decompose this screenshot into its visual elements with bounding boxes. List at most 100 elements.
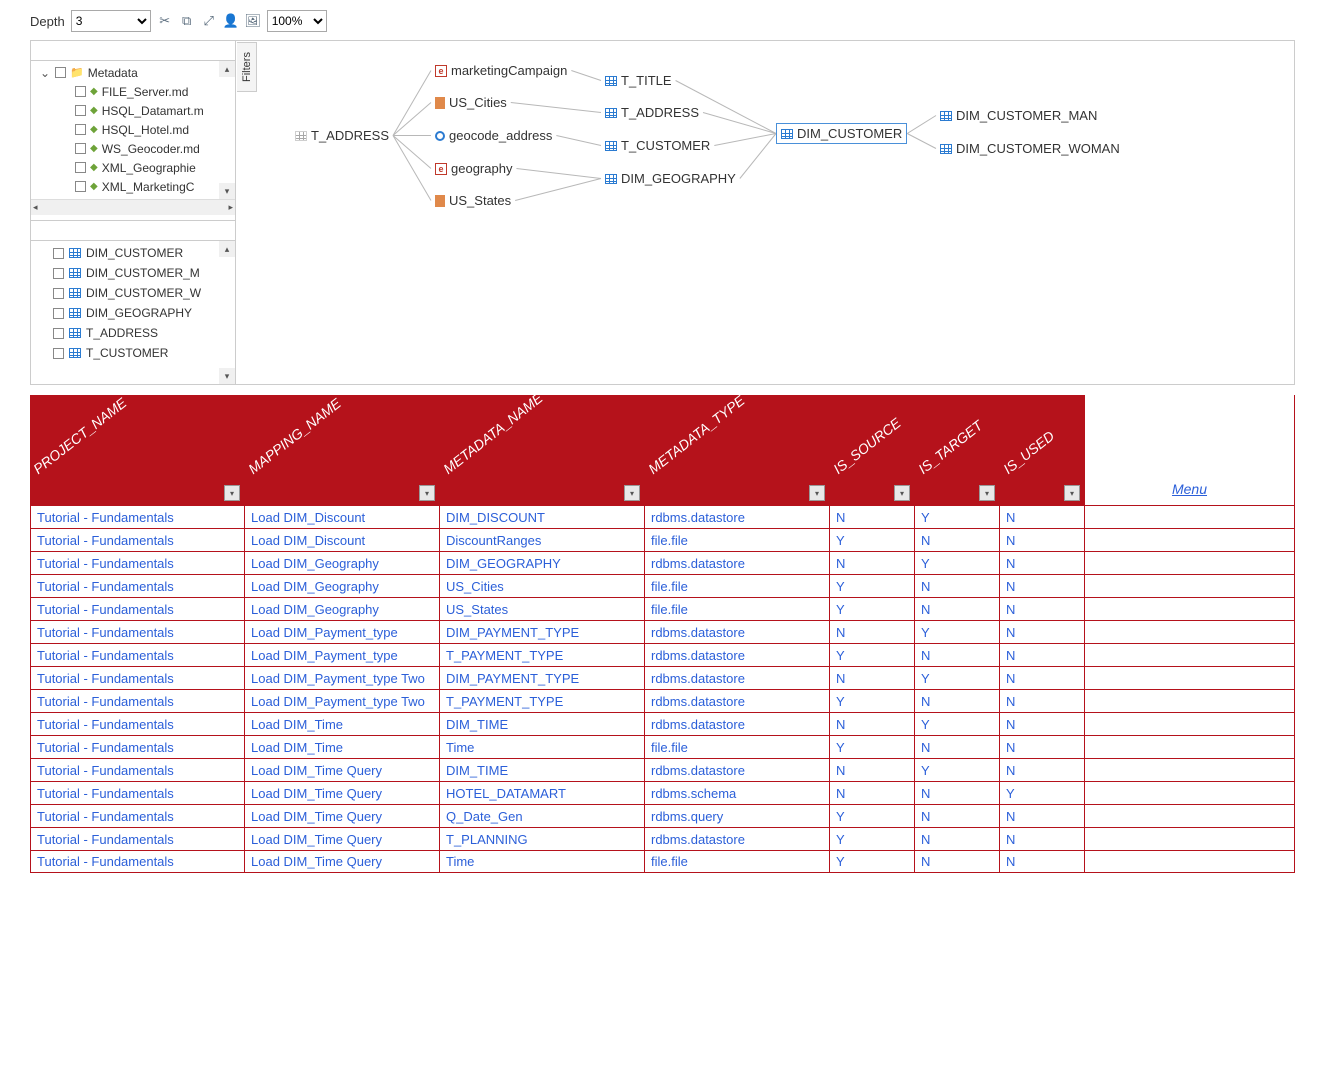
tool-icon-4[interactable]: 👤 — [223, 13, 239, 29]
tree-item[interactable]: ◆ XML_MarketingC — [35, 177, 235, 196]
table-cell: rdbms.datastore — [645, 667, 830, 689]
tree-item[interactable]: ◆ WS_Geocoder.md — [35, 139, 235, 158]
checkbox[interactable] — [75, 162, 86, 173]
table-row[interactable]: Tutorial - FundamentalsLoad DIM_Time Que… — [30, 850, 1295, 873]
checkbox[interactable] — [75, 181, 86, 192]
table-row[interactable]: Tutorial - FundamentalsLoad DIM_TimeTime… — [30, 735, 1295, 758]
depth-select[interactable]: 3 — [71, 10, 151, 32]
table-cell: N — [1000, 713, 1085, 735]
zoom-select[interactable]: 100% — [267, 10, 327, 32]
table-cell: N — [915, 598, 1000, 620]
tree-scroll-down[interactable]: ▾ — [219, 183, 235, 199]
checkbox[interactable] — [53, 288, 64, 299]
diagram-node[interactable]: T_ADDRESS — [291, 126, 393, 145]
diagram-node[interactable]: T_CUSTOMER — [601, 136, 714, 155]
column-header[interactable]: IS_USED ▾ — [1000, 395, 1085, 505]
expand-icon[interactable]: ⌄ — [39, 66, 51, 80]
table-row[interactable]: Tutorial - FundamentalsLoad DIM_Geograph… — [30, 574, 1295, 597]
table-cell: N — [830, 667, 915, 689]
tool-icon-1[interactable]: ✂ — [157, 13, 173, 29]
tree-scroll-up[interactable]: ▴ — [219, 61, 235, 77]
workarea: ⌄ 📁 Metadata ◆ FILE_Server.md ◆ HSQL_Dat… — [30, 40, 1295, 385]
table-row[interactable]: Tutorial - FundamentalsLoad DIM_Geograph… — [30, 551, 1295, 574]
tree-item[interactable]: ◆ HSQL_Hotel.md — [35, 120, 235, 139]
table-row[interactable]: Tutorial - FundamentalsLoad DIM_Time Que… — [30, 827, 1295, 850]
tree-item[interactable]: ◆ XML_Geographie — [35, 158, 235, 177]
column-header[interactable]: METADATA_NAME ▾ — [440, 395, 645, 505]
checkbox[interactable] — [55, 67, 66, 78]
column-header[interactable]: METADATA_TYPE ▾ — [645, 395, 830, 505]
lineage-canvas[interactable]: T_ADDRESS emarketingCampaign US_Citiesgeoc… — [236, 41, 1294, 384]
table-row[interactable]: Tutorial - FundamentalsLoad DIM_Discount… — [30, 528, 1295, 551]
table-row[interactable]: Tutorial - FundamentalsLoad DIM_Payment_… — [30, 689, 1295, 712]
checkbox[interactable] — [75, 105, 86, 116]
checkbox[interactable] — [75, 124, 86, 135]
table-row[interactable]: Tutorial - FundamentalsLoad DIM_Payment_… — [30, 620, 1295, 643]
table-cell — [1085, 782, 1295, 804]
tree-item[interactable]: ◆ FILE_Server.md — [35, 82, 235, 101]
column-header[interactable]: PROJECT_NAME ▾ — [30, 395, 245, 505]
table-row[interactable]: Tutorial - FundamentalsLoad DIM_Time Que… — [30, 758, 1295, 781]
table-row[interactable]: Tutorial - FundamentalsLoad DIM_Time Que… — [30, 781, 1295, 804]
list-item[interactable]: DIM_GEOGRAPHY — [31, 303, 235, 323]
checkbox[interactable] — [53, 348, 64, 359]
tool-icon-3[interactable]: ⤢ — [201, 13, 217, 29]
diagram-node[interactable]: T_ADDRESS — [601, 103, 703, 122]
table-row[interactable]: Tutorial - FundamentalsLoad DIM_Time Que… — [30, 804, 1295, 827]
list-item[interactable]: T_CUSTOMER — [31, 343, 235, 363]
list-scroll-up[interactable]: ▴ — [219, 241, 235, 257]
column-header[interactable]: MAPPING_NAME ▾ — [245, 395, 440, 505]
diagram-node[interactable]: DIM_CUSTOMER_MAN — [936, 106, 1101, 125]
table-row[interactable]: Tutorial - FundamentalsLoad DIM_Payment_… — [30, 643, 1295, 666]
column-header[interactable]: IS_SOURCE ▾ — [830, 395, 915, 505]
filter-dropdown-icon[interactable]: ▾ — [894, 485, 910, 501]
filter-dropdown-icon[interactable]: ▾ — [979, 485, 995, 501]
table-row[interactable]: Tutorial - FundamentalsLoad DIM_Geograph… — [30, 597, 1295, 620]
column-header[interactable]: IS_TARGET ▾ — [915, 395, 1000, 505]
diagram-node[interactable]: US_Cities — [431, 93, 511, 112]
diagram-node[interactable]: egeography — [431, 159, 516, 178]
filter-dropdown-icon[interactable]: ▾ — [624, 485, 640, 501]
list-item[interactable]: DIM_CUSTOMER_M — [31, 263, 235, 283]
diagram-node[interactable]: DIM_GEOGRAPHY — [601, 169, 740, 188]
filter-dropdown-icon[interactable]: ▾ — [224, 485, 240, 501]
list-item[interactable]: DIM_CUSTOMER_W — [31, 283, 235, 303]
list-item[interactable]: DIM_CUSTOMER — [31, 243, 235, 263]
checkbox[interactable] — [53, 308, 64, 319]
filter-dropdown-icon[interactable]: ▾ — [809, 485, 825, 501]
depth-label: Depth — [30, 14, 65, 29]
tree-scroll-h[interactable]: ◂▸ — [31, 199, 235, 215]
tree-root[interactable]: ⌄ 📁 Metadata — [35, 63, 235, 82]
filter-dropdown-icon[interactable]: ▾ — [1064, 485, 1080, 501]
tool-icon-2[interactable]: ⧉ — [179, 13, 195, 29]
tree-filter-input[interactable] — [31, 41, 235, 61]
diagram-node[interactable]: geocode_address — [431, 126, 556, 145]
list-scroll-down[interactable]: ▾ — [219, 368, 235, 384]
list-filter-input[interactable] — [31, 221, 235, 241]
table-cell: rdbms.datastore — [645, 506, 830, 528]
diagram-node[interactable]: DIM_CUSTOMER_WOMAN — [936, 139, 1124, 158]
entity-icon: e — [435, 65, 447, 77]
list-item[interactable]: T_ADDRESS — [31, 323, 235, 343]
checkbox[interactable] — [75, 86, 86, 97]
diagram-node[interactable]: DIM_CUSTOMER — [776, 123, 907, 144]
node-label: geography — [451, 161, 512, 176]
menu-link[interactable]: Menu — [1172, 481, 1207, 497]
diagram-node[interactable]: US_States — [431, 191, 515, 210]
filter-dropdown-icon[interactable]: ▾ — [419, 485, 435, 501]
diagram-node[interactable]: T_TITLE — [601, 71, 676, 90]
table-cell: Tutorial - Fundamentals — [30, 644, 245, 666]
checkbox[interactable] — [53, 248, 64, 259]
tool-icon-5[interactable]: 🖼 — [245, 13, 261, 29]
table-row[interactable]: Tutorial - FundamentalsLoad DIM_Discount… — [30, 505, 1295, 528]
checkbox[interactable] — [53, 328, 64, 339]
node-label: T_CUSTOMER — [621, 138, 710, 153]
checkbox[interactable] — [53, 268, 64, 279]
tree-item-label: XML_MarketingC — [102, 180, 195, 194]
table-row[interactable]: Tutorial - FundamentalsLoad DIM_Payment_… — [30, 666, 1295, 689]
diagram-node[interactable]: emarketingCampaign — [431, 61, 571, 80]
checkbox[interactable] — [75, 143, 86, 154]
table-row[interactable]: Tutorial - FundamentalsLoad DIM_TimeDIM_… — [30, 712, 1295, 735]
tree-item[interactable]: ◆ HSQL_Datamart.m — [35, 101, 235, 120]
table-cell: Load DIM_Payment_type — [245, 644, 440, 666]
